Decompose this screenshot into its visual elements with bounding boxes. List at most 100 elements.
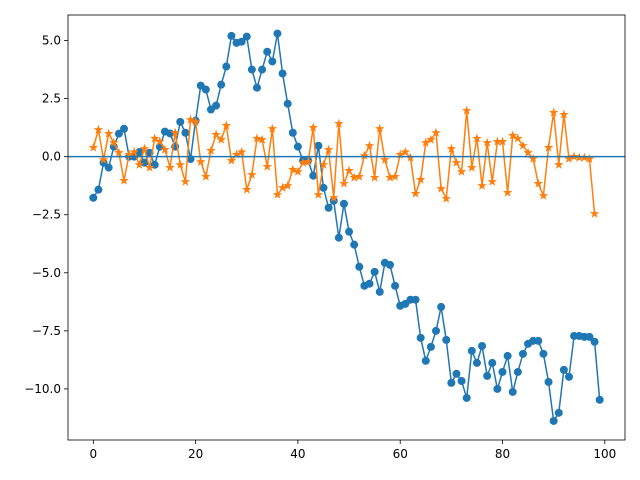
- star-marker: [446, 143, 457, 153]
- circle-marker: [442, 335, 451, 344]
- circle-marker: [222, 62, 231, 71]
- star-marker: [206, 145, 216, 155]
- circle-marker: [355, 262, 364, 271]
- star-marker: [272, 189, 283, 199]
- y-tick-label: −5.0: [32, 266, 61, 280]
- circle-marker: [467, 346, 476, 355]
- star-marker: [364, 140, 375, 150]
- circle-marker: [217, 80, 226, 89]
- star-marker: [421, 137, 431, 147]
- star-marker: [103, 128, 114, 138]
- x-tick-label: 60: [393, 447, 408, 461]
- star-marker: [518, 140, 528, 150]
- star-marker: [584, 153, 595, 164]
- circle-marker: [488, 358, 497, 367]
- star-marker: [231, 149, 242, 159]
- circle-marker: [94, 185, 103, 194]
- star-marker: [139, 143, 150, 153]
- circle-marker: [447, 378, 456, 387]
- star-marker: [308, 122, 319, 132]
- star-marker: [236, 147, 247, 157]
- circle-marker: [432, 326, 441, 335]
- star-marker: [369, 172, 380, 182]
- star-marker: [564, 153, 574, 163]
- star-marker: [93, 124, 104, 134]
- circle-marker: [437, 302, 446, 311]
- y-tick-label: −10.0: [24, 382, 61, 396]
- circle-marker: [385, 260, 394, 269]
- star-marker: [134, 159, 145, 169]
- star-marker: [513, 133, 523, 143]
- circle-marker: [462, 393, 471, 402]
- circle-marker: [273, 29, 282, 38]
- circle-marker: [237, 37, 246, 46]
- star-marker: [482, 137, 492, 147]
- star-marker: [467, 162, 477, 172]
- circle-marker: [595, 395, 604, 404]
- star-marker: [390, 171, 400, 181]
- x-tick-label: 40: [290, 447, 305, 461]
- star-marker: [472, 133, 482, 143]
- star-marker: [487, 176, 498, 186]
- circle-marker: [411, 295, 420, 304]
- star-marker: [374, 123, 385, 133]
- circle-marker: [258, 65, 267, 74]
- star-marker: [431, 127, 441, 137]
- star-marker: [354, 171, 365, 181]
- circle-marker: [339, 199, 348, 208]
- star-marker: [538, 190, 549, 200]
- circle-marker: [242, 32, 251, 41]
- circle-marker: [252, 83, 261, 92]
- star-marker: [247, 169, 257, 179]
- star-marker: [477, 180, 487, 190]
- star-marker: [385, 172, 395, 182]
- star-marker: [492, 136, 503, 146]
- circle-marker: [350, 240, 359, 249]
- circle-marker: [247, 65, 256, 74]
- star-marker: [293, 166, 303, 176]
- star-marker: [257, 134, 267, 144]
- star-marker: [170, 127, 180, 137]
- circle-marker: [370, 267, 379, 276]
- star-marker: [201, 171, 211, 181]
- circle-marker: [391, 281, 400, 290]
- star-marker: [507, 130, 518, 140]
- circle-marker: [283, 99, 292, 108]
- circle-marker: [293, 142, 302, 151]
- y-tick-label: 2.5: [42, 92, 61, 106]
- circle-marker: [309, 171, 318, 180]
- star-marker: [548, 107, 559, 117]
- circle-marker: [324, 203, 333, 212]
- star-marker: [339, 178, 349, 188]
- star-marker: [144, 162, 155, 172]
- star-marker: [288, 164, 298, 174]
- star-marker: [195, 156, 206, 166]
- star-marker: [98, 154, 109, 164]
- star-marker: [124, 149, 134, 159]
- star-marker: [180, 176, 191, 186]
- star-marker: [344, 165, 354, 175]
- star-marker: [216, 134, 226, 144]
- circle-marker: [483, 371, 492, 380]
- circle-marker: [539, 349, 548, 358]
- x-tick-label: 80: [495, 447, 510, 461]
- star-marker: [461, 105, 472, 115]
- star-marker: [88, 142, 99, 152]
- circle-marker: [120, 124, 129, 133]
- star-marker: [456, 166, 467, 176]
- star-marker: [160, 144, 170, 154]
- circle-marker: [457, 377, 466, 386]
- circle-marker: [416, 333, 425, 342]
- star-marker: [554, 159, 564, 169]
- circle-marker: [564, 372, 573, 381]
- circle-marker: [334, 233, 343, 242]
- circle-marker: [590, 337, 599, 346]
- circle-marker: [135, 148, 144, 157]
- circle-marker: [375, 287, 384, 296]
- circle-marker: [493, 384, 502, 393]
- circle-marker: [114, 129, 123, 138]
- star-marker: [528, 153, 538, 163]
- star-marker: [175, 159, 186, 169]
